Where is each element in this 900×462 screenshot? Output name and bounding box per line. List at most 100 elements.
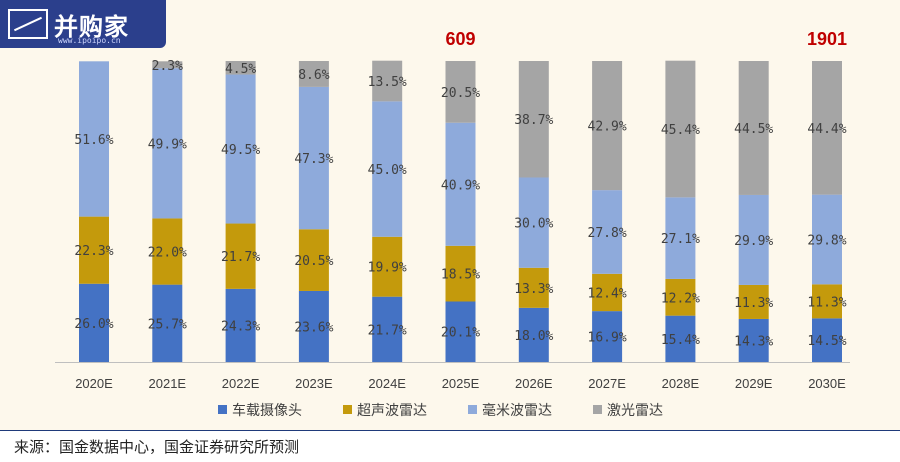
x-tick-label: 2021E <box>149 376 187 391</box>
source-divider <box>0 430 900 431</box>
bar-segment-1-3 <box>298 229 329 291</box>
bar-segment-2-10 <box>812 194 842 285</box>
data-label-1-8: 12.2% <box>661 291 700 306</box>
bar-segment-1-0 <box>79 216 109 284</box>
total-label: 609 <box>445 29 475 49</box>
bar-segment-0-3 <box>298 290 329 362</box>
bar-segment-2-7 <box>592 190 623 274</box>
data-label-1-10: 11.3% <box>807 295 846 310</box>
bar-segment-2-2 <box>225 74 256 224</box>
x-tick-label: 2020E <box>75 376 113 391</box>
bar-segment-2-4 <box>372 101 403 237</box>
data-label-0-10: 14.5% <box>807 334 846 349</box>
legend-swatch-1 <box>343 405 352 414</box>
chart-logo-icon <box>8 9 48 39</box>
source-note: 来源：国金数据中心，国金证券研究所预测 <box>14 438 300 456</box>
stacked-bar-chart: 26.0% 22.3% 51.6% 2020E 25.7% 22.0% 49.9% 2.3% 2… <box>55 29 850 419</box>
bar-segment-1-8 <box>665 278 696 316</box>
data-label-3-10: 44.4% <box>807 122 846 137</box>
bar-segment-1-5 <box>445 245 476 302</box>
x-tick-label: 2028E <box>662 376 700 391</box>
bar-segment-3-2 <box>225 61 256 75</box>
legend-label-0: 车载摄像头 <box>232 402 302 419</box>
data-label-2-0: 51.6% <box>74 133 113 148</box>
bar-segment-2-0 <box>79 61 109 217</box>
x-tick-label: 2022E <box>222 376 260 391</box>
data-label-1-5: 18.5% <box>441 268 480 283</box>
data-label-1-0: 22.3% <box>74 244 113 259</box>
bar-segment-2-8 <box>665 197 696 279</box>
bar-segment-2-5 <box>445 122 476 246</box>
bar-segment-3-1 <box>152 61 183 69</box>
bar-segment-1-6 <box>518 267 549 308</box>
data-label-0-3: 23.6% <box>294 320 333 335</box>
data-label-1-2: 21.7% <box>221 250 260 265</box>
x-tick-label: 2027E <box>588 376 626 391</box>
data-label-0-0: 26.0% <box>74 317 113 332</box>
data-label-1-3: 20.5% <box>294 254 333 269</box>
data-label-0-5: 20.1% <box>441 326 480 341</box>
data-label-3-9: 44.5% <box>734 122 773 137</box>
bar-segment-1-1 <box>152 218 183 285</box>
data-label-2-6: 30.0% <box>514 217 553 232</box>
data-label-2-7: 27.8% <box>588 226 627 241</box>
bar-segment-3-10 <box>812 61 842 195</box>
data-label-1-4: 19.9% <box>368 261 407 276</box>
data-label-2-4: 45.0% <box>368 163 407 178</box>
bar-segment-3-5 <box>445 61 476 123</box>
data-label-0-2: 24.3% <box>221 319 260 334</box>
logo-name: 并购家 <box>54 12 129 41</box>
brand-logo: 并购家 www.ipoipo.cn <box>0 0 166 48</box>
data-label-2-10: 29.8% <box>807 233 846 248</box>
x-tick-label: 2030E <box>808 376 846 391</box>
x-tick-label: 2029E <box>735 376 773 391</box>
legend-label-1: 超声波雷达 <box>357 403 427 419</box>
bar-segment-0-2 <box>225 288 256 362</box>
data-label-3-7: 42.9% <box>588 120 627 135</box>
data-label-2-2: 49.5% <box>221 143 260 158</box>
bar-segment-3-3 <box>298 61 329 87</box>
bar-segment-1-10 <box>812 284 842 319</box>
bar-segment-0-1 <box>152 284 183 362</box>
data-label-0-7: 16.9% <box>588 331 627 346</box>
bar-segment-0-6 <box>518 307 549 362</box>
bar-segment-3-9 <box>738 61 769 195</box>
bar-segment-3-4 <box>372 60 403 102</box>
data-label-2-9: 29.9% <box>734 234 773 249</box>
bar-segment-2-6 <box>518 177 549 268</box>
logo-url: www.ipoipo.cn <box>58 36 121 45</box>
data-label-0-8: 15.4% <box>661 333 700 348</box>
bar-segment-0-4 <box>372 296 403 362</box>
data-label-2-8: 27.1% <box>661 232 700 247</box>
x-tick-label: 2023E <box>295 376 333 391</box>
x-tick-label: 2024E <box>368 376 406 391</box>
bar-segment-0-7 <box>592 311 623 362</box>
data-label-3-8: 45.4% <box>661 123 700 138</box>
bar-segment-1-4 <box>372 236 403 297</box>
data-label-3-3: 8.6% <box>298 68 329 83</box>
data-label-0-4: 21.7% <box>368 323 407 338</box>
x-tick-label: 2025E <box>442 376 480 391</box>
bar-segment-0-10 <box>812 318 842 362</box>
bar-segment-0-8 <box>665 315 696 362</box>
data-label-0-9: 14.3% <box>734 334 773 349</box>
data-label-2-1: 49.9% <box>148 137 187 152</box>
data-label-0-6: 18.0% <box>514 329 553 344</box>
data-label-2-5: 40.9% <box>441 178 480 193</box>
bar-segment-3-7 <box>592 61 623 191</box>
bar-segment-0-5 <box>445 301 476 362</box>
bar-segment-1-2 <box>225 223 256 289</box>
bar-segment-3-8 <box>665 60 696 198</box>
legend-label-2: 毫米波雷达 <box>482 402 552 419</box>
data-label-3-1: 2.3% <box>152 59 183 74</box>
data-label-3-2: 4.5% <box>225 62 256 77</box>
data-label-1-6: 13.3% <box>514 282 553 297</box>
data-label-3-4: 13.5% <box>368 75 407 90</box>
bar-segment-0-9 <box>738 318 769 362</box>
bar-segment-3-6 <box>518 61 549 178</box>
legend-swatch-3 <box>593 405 602 414</box>
data-label-0-1: 25.7% <box>148 317 187 332</box>
data-label-3-6: 38.7% <box>514 113 553 128</box>
legend-swatch-2 <box>468 405 477 414</box>
legend-label-3: 激光雷达 <box>607 402 663 419</box>
